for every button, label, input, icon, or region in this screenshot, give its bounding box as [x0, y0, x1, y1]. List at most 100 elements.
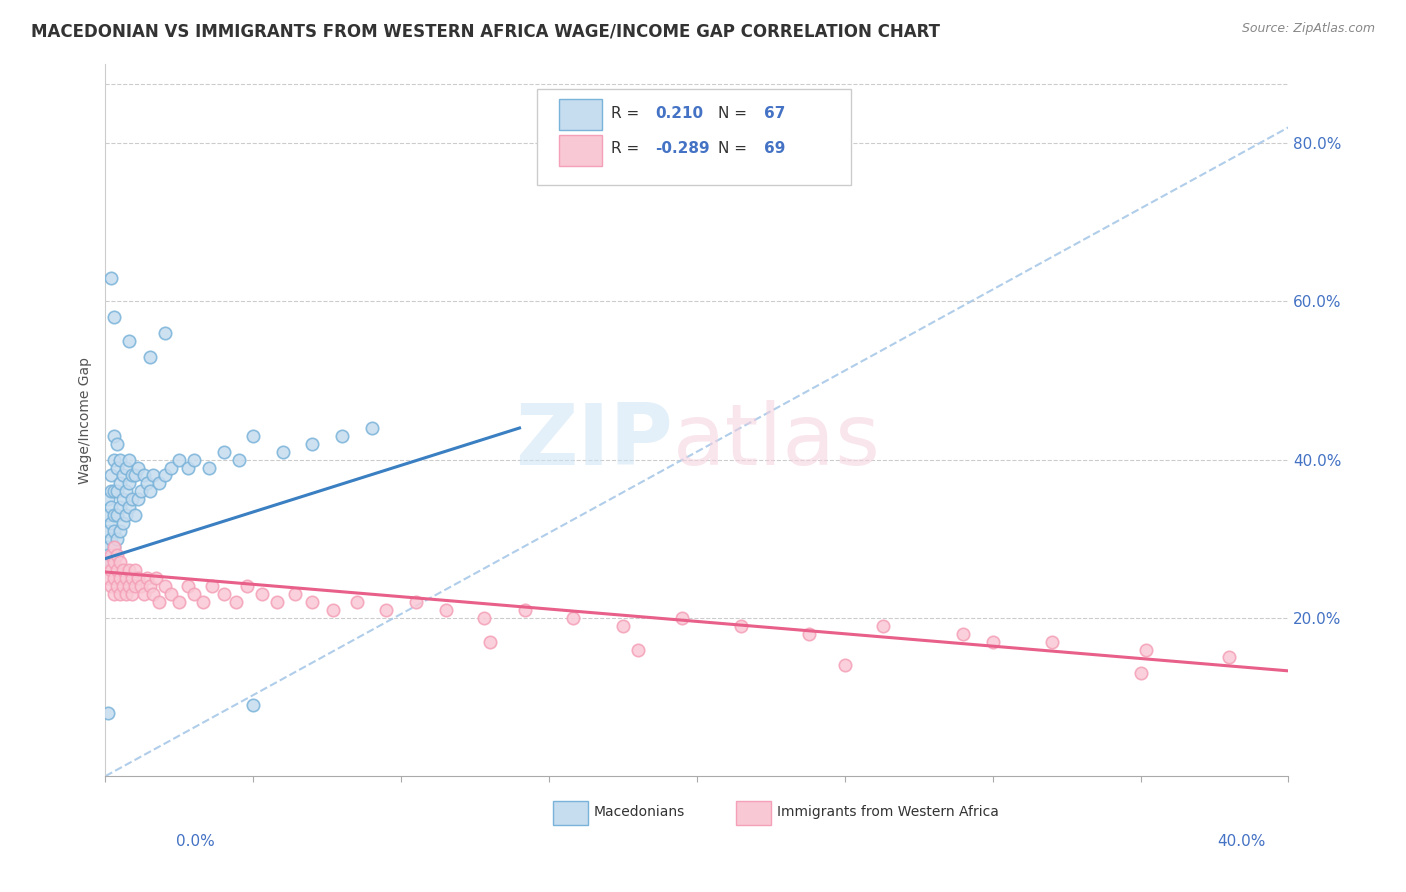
Point — [115, 508, 138, 522]
Point — [103, 540, 125, 554]
Point — [103, 484, 125, 499]
Point — [242, 698, 264, 712]
Text: MACEDONIAN VS IMMIGRANTS FROM WESTERN AFRICA WAGE/INCOME GAP CORRELATION CHART: MACEDONIAN VS IMMIGRANTS FROM WESTERN AF… — [31, 22, 941, 40]
Point — [100, 500, 122, 514]
Point — [124, 579, 146, 593]
Point — [434, 603, 457, 617]
Point — [153, 326, 176, 340]
Point — [139, 484, 162, 499]
Point — [139, 579, 162, 593]
Point — [129, 579, 152, 593]
Point — [103, 310, 125, 325]
Point — [110, 476, 132, 491]
Point — [115, 571, 138, 585]
FancyBboxPatch shape — [558, 99, 602, 130]
Point — [191, 595, 214, 609]
Point — [183, 452, 205, 467]
Point — [100, 532, 122, 546]
Text: 69: 69 — [765, 141, 786, 156]
Point — [266, 595, 288, 609]
Text: 0.0%: 0.0% — [176, 834, 215, 849]
Point — [100, 468, 122, 483]
Point — [360, 421, 382, 435]
Point — [121, 492, 143, 507]
Point — [271, 444, 294, 458]
Text: 40.0%: 40.0% — [1218, 834, 1265, 849]
Point — [671, 611, 693, 625]
Point — [322, 603, 344, 617]
Point — [478, 634, 501, 648]
Point — [148, 595, 170, 609]
Point — [100, 579, 122, 593]
Point — [127, 492, 149, 507]
Y-axis label: Wage/Income Gap: Wage/Income Gap — [79, 357, 93, 483]
Point — [115, 460, 138, 475]
Point — [212, 587, 235, 601]
Point — [103, 429, 125, 443]
Point — [112, 563, 135, 577]
FancyBboxPatch shape — [537, 89, 851, 186]
Point — [124, 508, 146, 522]
Point — [375, 603, 398, 617]
Point — [142, 468, 165, 483]
Point — [115, 587, 138, 601]
Point — [132, 587, 155, 601]
Point — [100, 548, 122, 562]
Point — [236, 579, 259, 593]
Text: Immigrants from Western Africa: Immigrants from Western Africa — [778, 805, 1000, 819]
Point — [100, 563, 122, 577]
Point — [301, 437, 323, 451]
Point — [872, 619, 894, 633]
Point — [121, 587, 143, 601]
Point — [132, 468, 155, 483]
Point — [105, 548, 128, 562]
Text: N =: N = — [718, 141, 752, 156]
Text: N =: N = — [718, 105, 752, 120]
Point — [97, 540, 120, 554]
Point — [124, 468, 146, 483]
Point — [97, 556, 120, 570]
Point — [142, 587, 165, 601]
Point — [148, 476, 170, 491]
Point — [118, 500, 141, 514]
Point — [250, 587, 273, 601]
Point — [103, 556, 125, 570]
Point — [330, 429, 353, 443]
Point — [301, 595, 323, 609]
Point — [97, 571, 120, 585]
Point — [169, 452, 191, 467]
Point — [105, 579, 128, 593]
Point — [284, 587, 307, 601]
Point — [100, 484, 122, 499]
Point — [97, 706, 120, 720]
Point — [242, 429, 264, 443]
Point — [110, 587, 132, 601]
Text: R =: R = — [610, 141, 644, 156]
Point — [103, 508, 125, 522]
Point — [1129, 666, 1152, 681]
Point — [100, 270, 122, 285]
Point — [112, 468, 135, 483]
FancyBboxPatch shape — [553, 801, 588, 825]
Point — [799, 626, 821, 640]
Text: Macedonians: Macedonians — [593, 805, 685, 819]
Point — [127, 460, 149, 475]
Point — [110, 452, 132, 467]
Point — [103, 524, 125, 538]
Point — [346, 595, 368, 609]
Point — [201, 579, 224, 593]
Point — [627, 642, 650, 657]
Point — [183, 587, 205, 601]
FancyBboxPatch shape — [735, 801, 772, 825]
Point — [1135, 642, 1157, 657]
Text: Source: ZipAtlas.com: Source: ZipAtlas.com — [1241, 22, 1375, 36]
Point — [118, 563, 141, 577]
Point — [153, 579, 176, 593]
Point — [112, 516, 135, 530]
Point — [834, 658, 856, 673]
Point — [169, 595, 191, 609]
Point — [118, 452, 141, 467]
Point — [730, 619, 752, 633]
Point — [177, 460, 200, 475]
Point — [135, 476, 157, 491]
